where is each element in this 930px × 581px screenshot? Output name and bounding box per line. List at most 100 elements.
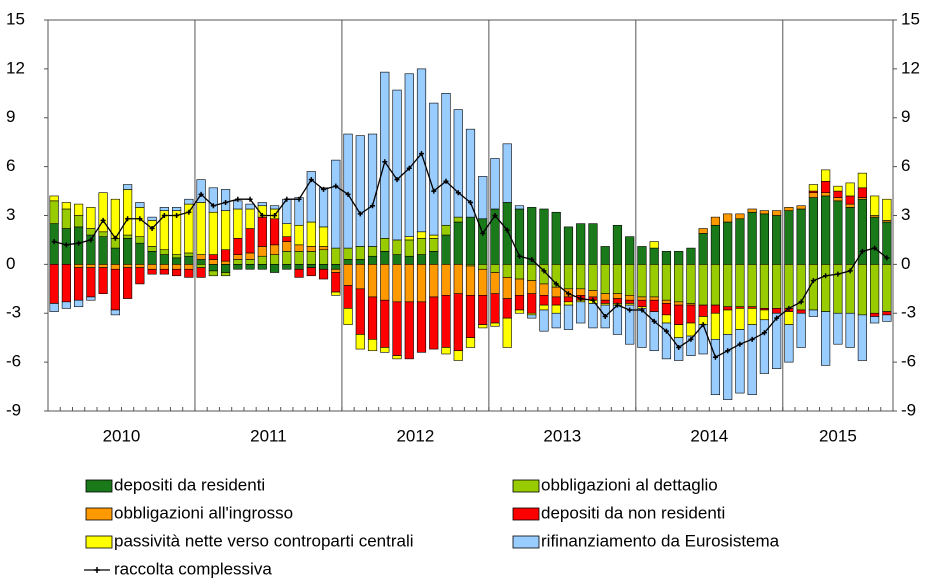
legend-swatch [85,507,113,521]
bar-segment [612,304,623,335]
legend-label: obbligazioni all'ingrosso [114,503,293,522]
bar-segment [380,251,390,265]
bar-segment [343,133,353,249]
bar-segment [331,247,341,265]
bar-segment [600,246,610,265]
bar-segment [527,314,537,319]
bar-segment [367,133,378,247]
line-marker [749,336,755,342]
bar-segment [735,218,745,265]
bar-segment [735,308,745,330]
bar-segment [759,319,769,374]
bar-segment [674,304,684,325]
bar-segment [588,223,598,265]
bar-segment [502,143,512,203]
y2-tick-label: 6 [901,156,910,175]
bar-segment [367,296,378,340]
y-tick-label: 15 [6,9,25,28]
line-marker [761,330,767,336]
bar-segment [845,312,855,348]
bar-segment [318,187,329,228]
bar-segment [123,264,133,268]
line-marker [786,305,792,311]
bar-segment [123,238,133,265]
bar-segment [686,304,696,324]
bar-segment [870,312,880,317]
line-marker [516,253,522,259]
bar-segment [172,257,182,265]
bar-segment [625,299,635,304]
bar-segment [147,268,157,275]
bar-segment [784,311,794,325]
bar-segment [306,221,316,247]
legend-marker [94,567,100,573]
line-marker [651,318,657,324]
line-marker [259,213,265,218]
bar-segment [637,299,647,308]
bar-segment [123,189,133,236]
bar-segment [735,213,745,220]
bar-segment [453,109,463,218]
bar-segment [625,304,635,345]
bar-segment [172,264,182,270]
bar-segment [257,246,267,257]
bar-segment [233,264,243,270]
bar-segment [392,89,402,241]
bar-segment [870,264,880,314]
bar-segment [123,184,133,190]
bar-segment [478,264,488,270]
bar-segment [710,224,721,265]
bar-segment [870,195,880,216]
bar-segment [135,264,145,268]
bar-segment [343,264,353,286]
bar-segment [318,226,329,247]
line-marker [370,203,376,209]
bar-segment [784,264,794,309]
line-marker [137,216,143,222]
bar-segment [539,295,549,306]
bar-segment [331,268,341,273]
bar-segment [563,226,574,265]
bar-segment [661,251,672,265]
bar-segment [857,198,867,265]
bar-segment [208,259,218,265]
bar-segment [649,311,659,352]
bar-segment [747,324,757,396]
bar-segment [882,314,892,322]
bar-segment [110,247,120,265]
bar-segment [355,135,365,247]
bar-segment [380,347,390,353]
line-marker [419,151,425,157]
bar-segment [74,267,84,301]
bar-segment [563,296,574,303]
bar-segment [416,231,427,239]
line-marker [247,196,253,202]
bar-segment [527,280,537,294]
bar-segment [269,218,280,246]
bar-segment [61,264,71,303]
bar-segment [821,169,831,182]
bar-segment [61,208,71,229]
y2-tick-label: 15 [901,9,920,28]
bar-segment [331,291,341,296]
bar-segment [661,299,672,304]
line-marker [112,235,118,241]
x-tick-label: 2011 [250,426,287,445]
legend-swatch [512,507,540,521]
line-marker [235,196,241,202]
bar-segment [465,337,476,348]
bar-segment [269,264,280,273]
bar-segment [196,267,206,278]
bar-segment [429,238,439,252]
bar-segment [882,311,892,316]
legend-label: rifinanziamento da Eurosistema [541,531,780,550]
bar-segment [429,234,439,239]
bar-segment [331,159,341,249]
bar-segment [86,267,96,298]
bar-segment [196,254,206,260]
bar-segment [808,264,818,311]
line-marker [639,307,645,313]
bar-segment [759,210,769,215]
bar-segment [710,312,721,340]
